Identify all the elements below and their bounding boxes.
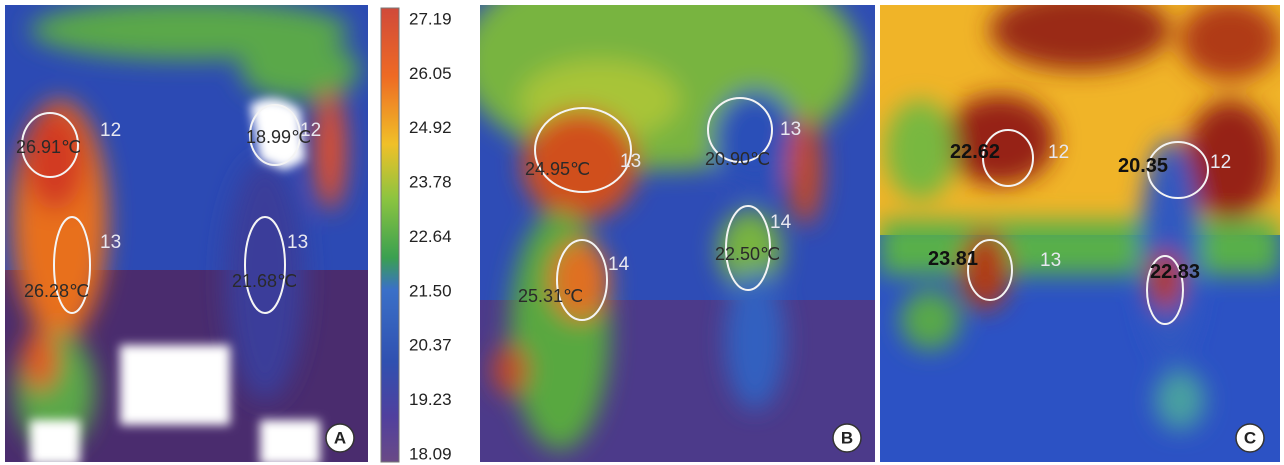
panel-badge — [325, 423, 355, 453]
temperature-label: 26.28℃ — [24, 281, 89, 301]
temperature-label: 26.91℃ — [16, 137, 81, 157]
roi-circle — [967, 239, 1013, 301]
colorbar-tick-label: 27.19 — [409, 9, 452, 28]
thermal-image-a — [5, 5, 368, 462]
region-number: 13 — [780, 119, 801, 140]
temperature-label: 25.31℃ — [518, 286, 583, 306]
panel-label: C — [1244, 428, 1256, 447]
annotations: 1226.91℃1218.99℃1326.28℃1321.68℃A1324.95… — [16, 97, 1265, 453]
region-number: 13 — [1040, 250, 1061, 271]
colorbar-tick-label: 23.78 — [409, 173, 452, 192]
roi-circle — [725, 205, 771, 291]
colorbar-tick-label: 21.50 — [409, 281, 452, 300]
roi-circle — [982, 129, 1034, 187]
colorbar-tick-label: 18.09 — [409, 444, 452, 463]
region-number: 14 — [608, 254, 630, 275]
region-number: 12 — [1210, 152, 1231, 173]
colorbar-tick-label: 19.23 — [409, 390, 452, 409]
region-number: 13 — [620, 151, 641, 172]
region-number: 12 — [100, 120, 121, 141]
colorbar-tick-label: 20.37 — [409, 336, 452, 355]
roi-circle — [21, 112, 79, 178]
temperature-label: 22.83 — [1150, 261, 1200, 283]
temperature-label: 18.99℃ — [246, 127, 311, 147]
temperature-label: 21.68℃ — [232, 271, 297, 291]
region-number: 12 — [1048, 142, 1069, 163]
roi-circle — [707, 97, 773, 163]
colorbar-tick-label: 24.92 — [409, 118, 452, 137]
panel-badge — [832, 423, 862, 453]
roi-circle — [1147, 141, 1209, 199]
roi-circle — [244, 216, 286, 314]
region-number: 14 — [770, 212, 792, 233]
region-number: 12 — [300, 120, 321, 141]
colorbar-ticks: 27.19 26.05 24.92 23.78 22.64 21.50 20.37 19.23… — [409, 9, 452, 463]
temperature-label: 22.62 — [950, 141, 1000, 163]
panel-label: A — [334, 428, 346, 447]
temperature-label: 23.81 — [928, 248, 978, 270]
colorbar-tick-label: 26.05 — [409, 64, 452, 83]
roi-circle — [534, 107, 632, 193]
roi-circle — [556, 239, 608, 321]
thermal-image-c — [880, 5, 1280, 462]
roi-circle — [249, 104, 301, 166]
temperature-label: 20.35 — [1118, 155, 1168, 177]
region-number: 13 — [287, 232, 308, 253]
panel-badge — [1235, 423, 1265, 453]
temperature-label: 22.50℃ — [715, 244, 780, 264]
region-number: 13 — [100, 232, 121, 253]
temperature-label: 20.90℃ — [705, 149, 770, 169]
temperature-label: 24.95℃ — [525, 159, 590, 179]
panel-label: B — [841, 428, 853, 447]
colorbar — [380, 7, 400, 463]
roi-circle — [1146, 255, 1184, 325]
colorbar-tick-label: 22.64 — [409, 227, 452, 246]
thermal-image-b — [480, 5, 875, 462]
roi-circle — [53, 216, 91, 314]
